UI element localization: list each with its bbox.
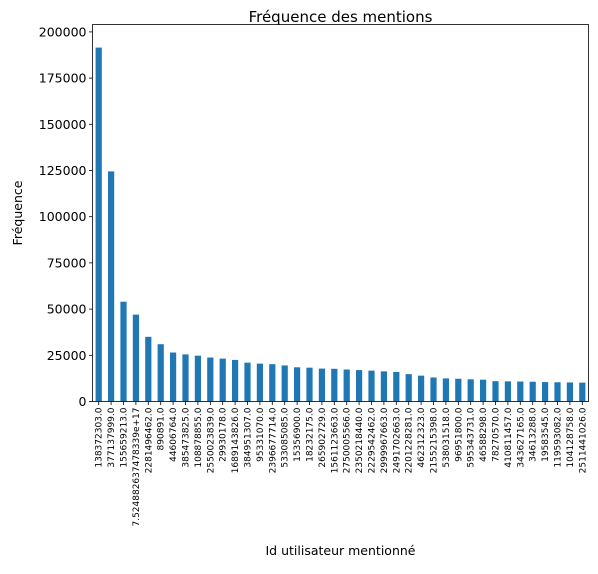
x-tick-label: 410811457.0 <box>504 407 514 467</box>
x-tick-label: 108878855.0 <box>194 407 204 467</box>
bar <box>281 365 288 402</box>
x-tick-label: 533085085.0 <box>281 407 291 467</box>
bar <box>194 355 201 402</box>
bar <box>356 370 363 402</box>
bar <box>405 374 412 402</box>
x-tick-label: 2201228281.0 <box>405 407 415 473</box>
bar <box>318 368 325 402</box>
bar <box>108 171 115 402</box>
bar <box>368 370 375 402</box>
y-tick-label: 100000 <box>39 209 87 224</box>
y-tick-label: 125000 <box>39 163 87 178</box>
chart-title: Fréquence des mentions <box>249 8 433 26</box>
x-tick-label: 95331070.0 <box>256 407 266 462</box>
bars-group <box>95 47 586 402</box>
bar <box>120 301 127 402</box>
bar <box>504 381 511 402</box>
x-tick-label: 595343731.0 <box>467 407 477 467</box>
bar <box>145 336 152 402</box>
x-tick-label: 2229542462.0 <box>368 407 378 473</box>
x-tick-label: 7.524882637478339e+17 <box>132 408 142 527</box>
x-tick-label: 2396677714.0 <box>268 407 278 473</box>
x-tick-label: 2491702663.0 <box>392 407 402 473</box>
x-tick-label: 18232175.0 <box>306 407 316 462</box>
bar <box>430 377 437 402</box>
bar <box>442 378 449 402</box>
x-tick-label: 1561123663.0 <box>330 407 340 473</box>
bar <box>306 367 313 402</box>
bar <box>480 379 487 402</box>
x-tick-label: 44606764.0 <box>169 407 179 462</box>
y-tick-label: 150000 <box>39 117 87 132</box>
x-tick-label: 385473825.0 <box>182 407 192 467</box>
x-tick-label: 78270570.0 <box>492 407 502 462</box>
x-tick-label: 104128758.0 <box>566 407 576 467</box>
y-tick-label: 200000 <box>39 24 87 39</box>
x-tick-label: 890891.0 <box>157 407 167 450</box>
bar <box>418 375 425 402</box>
bar <box>219 358 226 402</box>
x-tick-label: 29930178.0 <box>219 407 229 462</box>
bar <box>393 371 400 402</box>
bar <box>492 381 499 402</box>
x-tick-label: 119593082.0 <box>554 407 564 467</box>
x-tick-label: 2999967663.0 <box>380 407 390 473</box>
y-axis: 0 25000 50000 75000 100000 125000 150000 175000… <box>39 24 93 409</box>
bar <box>467 379 474 402</box>
x-tick-label: 15356900.0 <box>293 407 303 462</box>
x-axis-label: Id utilisateur mentionné <box>266 543 416 558</box>
bar <box>542 382 549 402</box>
x-tick-label: 384951307.0 <box>244 407 254 467</box>
x-tick-label: 2155215398.0 <box>430 407 440 473</box>
bar <box>517 381 524 402</box>
x-tick-label: 1689143826.0 <box>231 407 241 473</box>
x-tick-label: 138372303.0 <box>95 407 105 467</box>
bar <box>579 382 586 402</box>
bar <box>529 381 536 402</box>
y-tick-label: 175000 <box>39 71 87 86</box>
x-tick-label: 2550023839.0 <box>206 407 216 473</box>
x-tick-label: 2281496462.0 <box>144 407 154 473</box>
x-tick-label: 155659213.0 <box>120 407 130 467</box>
x-tick-label: 343627165.0 <box>516 407 526 467</box>
bar <box>380 371 387 402</box>
bar <box>95 47 102 402</box>
x-tick-label: 2350218440.0 <box>355 407 365 473</box>
x-tick-label: 2511441026.0 <box>578 407 588 473</box>
x-tick-label: 34613288.0 <box>529 407 539 462</box>
x-tick-label: 538031518.0 <box>442 407 452 467</box>
bar <box>232 359 239 402</box>
y-tick-label: 25000 <box>47 348 87 363</box>
bar <box>455 378 462 402</box>
bar <box>207 357 214 402</box>
bar <box>256 363 263 402</box>
bar <box>182 354 189 402</box>
bar <box>331 368 338 402</box>
bar <box>343 369 350 402</box>
plot-frame <box>92 24 589 402</box>
x-tick-label: 377137999.0 <box>107 407 117 467</box>
x-tick-label: 462312323.0 <box>417 407 427 467</box>
y-axis-label: Fréquence <box>10 180 25 245</box>
bar <box>554 382 561 402</box>
x-tick-label: 96951800.0 <box>454 407 464 462</box>
bar <box>566 382 573 402</box>
bar <box>157 344 164 402</box>
y-tick-label: 50000 <box>47 302 87 317</box>
x-tick-label: 19583545.0 <box>541 407 551 462</box>
bar <box>294 367 301 402</box>
y-tick-label: 0 <box>79 394 87 409</box>
y-tick-label: 75000 <box>47 255 87 270</box>
bar <box>170 352 177 402</box>
bar <box>269 364 276 402</box>
bar <box>132 314 139 402</box>
x-axis: 138372303.0 377137999.0 155659213.0 7.52488… <box>95 401 588 527</box>
x-tick-label: 265902729.0 <box>318 407 328 467</box>
x-tick-label: 46588298.0 <box>479 407 489 462</box>
x-tick-label: 2750005566.0 <box>343 407 353 473</box>
bar <box>244 362 251 402</box>
